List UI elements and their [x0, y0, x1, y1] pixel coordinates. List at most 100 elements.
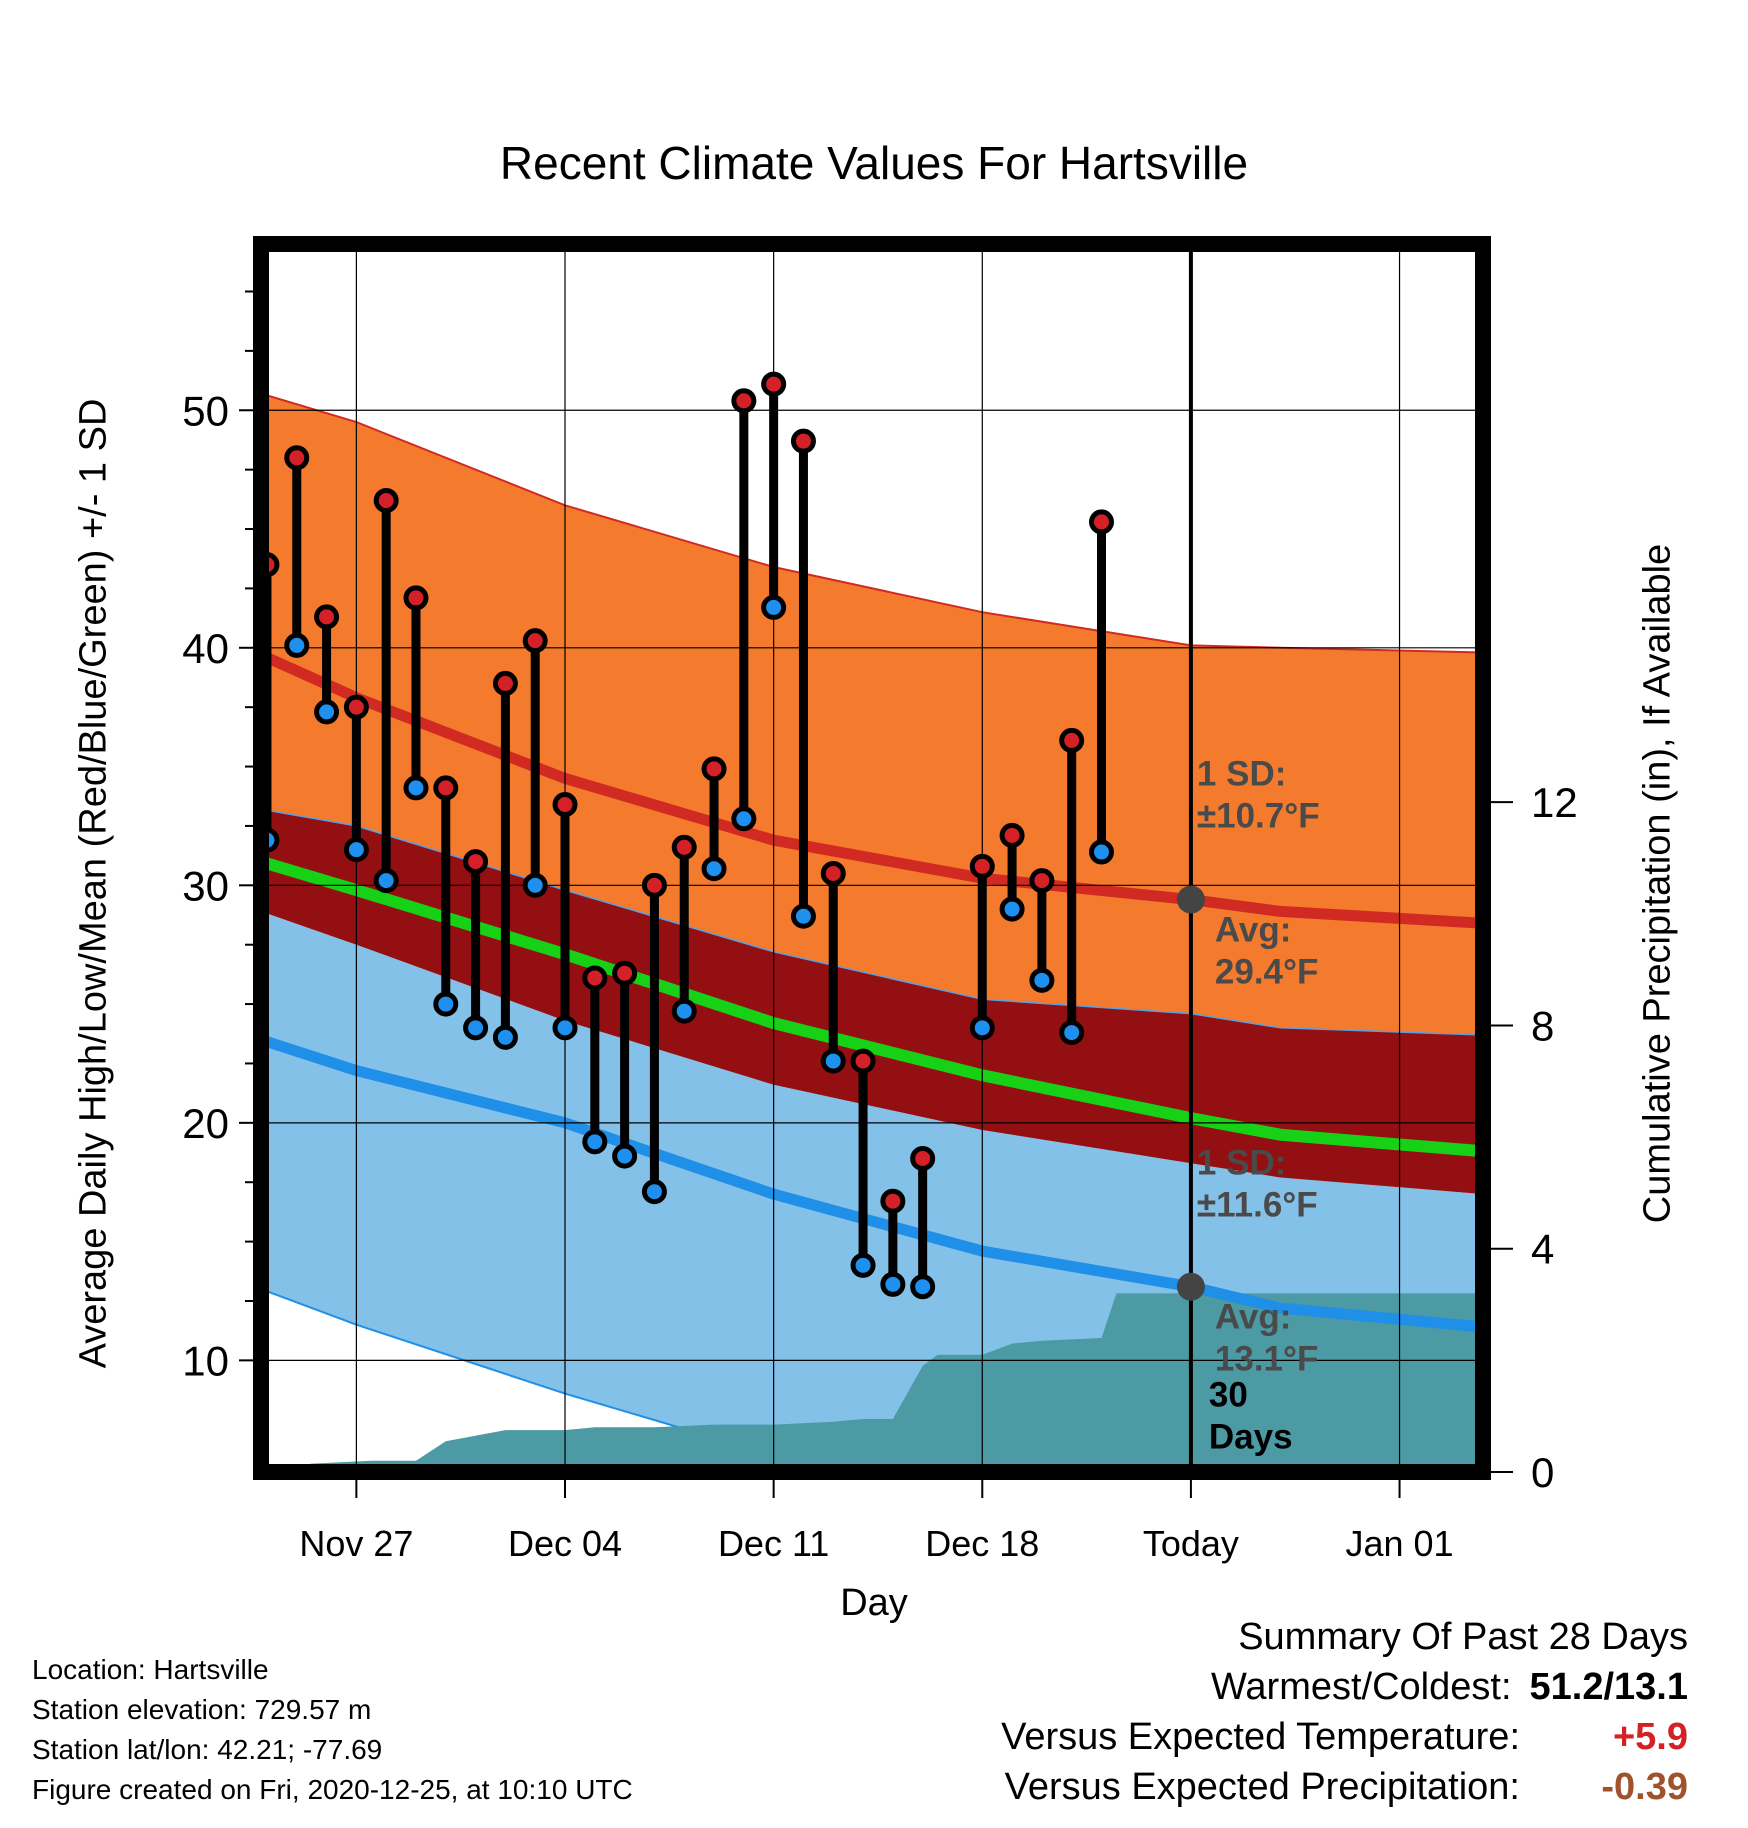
low-temp-point: [492, 1024, 518, 1050]
high-avg-annotation: 29.4°F: [1215, 953, 1319, 992]
low-temp-point: [343, 837, 369, 863]
y-tick-label: 50: [182, 387, 229, 434]
low-temp-point: [910, 1274, 936, 1300]
summary-panel: Summary Of Past 28 Days Warmest/Coldest:…: [1001, 1612, 1688, 1812]
high-temp-point: [1059, 727, 1085, 753]
high-temp-point: [969, 853, 995, 879]
today-high-marker: [1176, 885, 1205, 914]
today-low-marker: [1176, 1272, 1205, 1301]
elevation-text: Station elevation: 729.57 m: [32, 1694, 372, 1725]
high-temp-point: [999, 822, 1025, 848]
y-axis-label: Average Daily High/Low/Mean (Red/Blue/Gr…: [72, 398, 115, 1369]
y2-tick-label: 12: [1531, 779, 1578, 826]
low-temp-point: [880, 1271, 906, 1297]
high-temp-point: [582, 965, 608, 991]
temp-value: +5.9: [1612, 1716, 1688, 1758]
high-temp-point: [612, 960, 638, 986]
high-temp-point: [671, 834, 697, 860]
low-temp-point: [969, 1015, 995, 1041]
precip-label: Versus Expected Precipitation:: [1004, 1766, 1520, 1808]
low-temp-point: [641, 1179, 667, 1205]
station-info: Location: Hartsville Station elevation: …: [32, 1650, 633, 1810]
low-temp-point: [582, 1129, 608, 1155]
summary-warm-cold: Warmest/Coldest: 51.2/13.1: [1001, 1662, 1688, 1712]
low-temp-point: [999, 896, 1025, 922]
low-sd-annotation: 1 SD:: [1197, 1144, 1286, 1183]
x-tick-label: Dec 04: [508, 1523, 622, 1564]
high-temp-point: [820, 860, 846, 886]
high-temp-point: [433, 775, 459, 801]
high-temp-point: [492, 670, 518, 696]
summary-heading: Summary Of Past 28 Days: [1238, 1616, 1688, 1658]
high-temp-point: [314, 604, 340, 630]
low-temp-point: [552, 1015, 578, 1041]
precip-area: [261, 1293, 1483, 1472]
low-temp-point: [1059, 1020, 1085, 1046]
high-avg-line: [261, 649, 1483, 929]
created-text: Figure created on Fri, 2020-12-25, at 10…: [32, 1774, 633, 1805]
high-temp-point: [522, 628, 548, 654]
high-temp-point: [850, 1048, 876, 1074]
low-temp-point: [761, 594, 787, 620]
high-temp-point: [1029, 868, 1055, 894]
high-temp-point: [701, 756, 727, 782]
y-tick-label: 10: [182, 1337, 229, 1384]
low-temp-point: [820, 1048, 846, 1074]
period-annotation: Days: [1209, 1418, 1293, 1457]
low-temp-point: [463, 1015, 489, 1041]
high-avg-annotation: Avg:: [1215, 911, 1291, 950]
warm-cold-value: 51.2/13.1: [1529, 1666, 1688, 1708]
high-temp-point: [761, 371, 787, 397]
high-temp-point: [552, 792, 578, 818]
low-temp-point: [1088, 839, 1114, 865]
high-temp-point: [790, 428, 816, 454]
low-temp-point: [522, 872, 548, 898]
chart-title: Recent Climate Values For Hartsville: [499, 137, 1249, 189]
x-tick-label: Today: [1143, 1523, 1239, 1564]
high-temp-point: [343, 694, 369, 720]
period-annotation: 30: [1209, 1376, 1248, 1415]
location-text: Location: Hartsville: [32, 1654, 269, 1685]
precip-value: -0.39: [1601, 1766, 1688, 1808]
low-temp-point: [314, 699, 340, 725]
low-temp-point: [790, 903, 816, 929]
plot-frame: [253, 236, 1491, 1480]
warm-cold-label: Warmest/Coldest:: [1210, 1666, 1512, 1708]
y2-axis-label: Cumulative Precipitation (in), If Availa…: [1636, 543, 1679, 1224]
high-temp-point: [641, 872, 667, 898]
low-temp-point: [612, 1143, 638, 1169]
high-temp-point: [463, 849, 489, 875]
low-temp-point: [403, 775, 429, 801]
low-avg-line: [261, 1034, 1483, 1333]
low-temp-point: [433, 991, 459, 1017]
y-tick-label: 30: [182, 862, 229, 909]
high-sd-annotation: 1 SD:: [1197, 755, 1286, 794]
high-temp-point: [373, 488, 399, 514]
x-axis-label: Day: [840, 1582, 908, 1624]
y-tick-label: 40: [182, 625, 229, 672]
x-tick-label: Jan 01: [1345, 1523, 1453, 1564]
low-avg-annotation: Avg:: [1215, 1298, 1291, 1337]
low-temp-point: [671, 998, 697, 1024]
y2-tick-label: 8: [1531, 1002, 1554, 1049]
x-tick-label: Nov 27: [299, 1523, 413, 1564]
high-temp-point: [880, 1188, 906, 1214]
high-temp-point: [403, 585, 429, 611]
high-temp-point: [1088, 509, 1114, 535]
high-temp-point: [910, 1145, 936, 1171]
summary-temp: Versus Expected Temperature: +5.9: [1001, 1712, 1688, 1762]
low-temp-point: [373, 868, 399, 894]
y2-tick-label: 0: [1531, 1449, 1554, 1496]
y2-tick-label: 4: [1531, 1226, 1554, 1273]
mean-avg-line: [261, 855, 1483, 1158]
low-temp-point: [850, 1252, 876, 1278]
high-lower-edge: [261, 808, 1483, 1036]
low-avg-annotation: 13.1°F: [1215, 1340, 1319, 1379]
low-temp-point: [1029, 967, 1055, 993]
low-temp-point: [731, 806, 757, 832]
x-tick-label: Dec 18: [925, 1523, 1039, 1564]
high-temp-point: [731, 388, 757, 414]
